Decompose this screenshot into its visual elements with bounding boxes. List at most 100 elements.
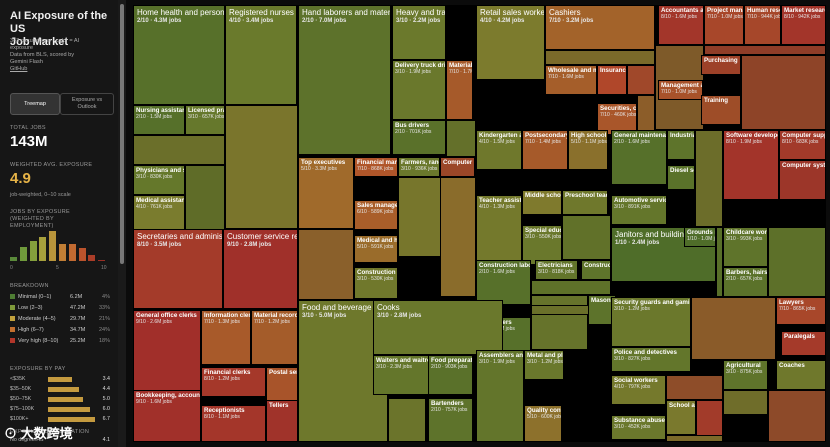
- treemap-cell[interactable]: Metal and plastic3/10 · 1.2M jobs: [524, 350, 564, 380]
- treemap-cell[interactable]: Delivery truck drivers3/10 · 1.9M jobs: [392, 60, 446, 120]
- treemap-cell[interactable]: Sales managers6/10 · 589K jobs: [354, 200, 398, 230]
- treemap-cell[interactable]: Hand laborers and material movers2/10 · …: [298, 5, 391, 155]
- treemap-cell[interactable]: Teacher assistants4/10 · 1.3M jobs: [476, 195, 522, 265]
- treemap-filler-cell[interactable]: [562, 215, 611, 260]
- treemap-filler-cell[interactable]: [691, 297, 776, 360]
- treemap-filler-cell[interactable]: [741, 55, 826, 130]
- histogram-bar[interactable]: [88, 255, 96, 261]
- treemap-cell[interactable]: Kindergarten and elementary4/10 · 1.5M j…: [476, 130, 522, 170]
- histogram-bar[interactable]: [78, 247, 86, 261]
- histogram-bar[interactable]: [29, 240, 37, 261]
- treemap-cell[interactable]: Project management7/10 · 1.0M jobs: [704, 5, 744, 45]
- treemap-filler-cell[interactable]: [768, 390, 826, 442]
- treemap-cell[interactable]: Childcare workers3/10 · 993K jobs: [723, 227, 768, 267]
- treemap-cell[interactable]: Coaches: [776, 360, 826, 390]
- histogram-bar[interactable]: [19, 247, 27, 261]
- treemap-cell[interactable]: General maintenance2/10 · 1.6M jobs: [611, 130, 667, 185]
- treemap-filler-cell[interactable]: [695, 130, 723, 227]
- treemap-cell[interactable]: Cooks 3/10 · 2.8M jobs: [373, 300, 503, 355]
- treemap-filler-cell[interactable]: [666, 375, 723, 400]
- treemap-filler-cell[interactable]: [133, 135, 225, 165]
- treemap-cell[interactable]: Food preparation2/10 · 903K jobs: [428, 355, 473, 395]
- treemap-cell[interactable]: High school teachers5/10 · 1.1M jobs: [568, 130, 608, 170]
- treemap-filler-cell[interactable]: [531, 280, 611, 295]
- treemap-filler-cell[interactable]: [666, 435, 723, 442]
- treemap-cell[interactable]: Training: [701, 95, 741, 125]
- treemap-cell[interactable]: Industrial: [667, 130, 695, 160]
- github-link[interactable]: GitHub: [10, 66, 28, 72]
- treemap-cell[interactable]: Tellers: [266, 400, 298, 442]
- treemap-cell[interactable]: Electricians 3/10 · 818K jobs: [535, 260, 578, 280]
- treemap-filler-cell[interactable]: [768, 227, 826, 297]
- treemap-filler-cell[interactable]: [531, 295, 588, 350]
- treemap-cell[interactable]: Grounds maintenance1/10 · 1.0M jobs: [684, 227, 716, 247]
- treemap-filler-cell[interactable]: [440, 177, 476, 297]
- treemap-cell[interactable]: Human resources7/10 · 944K jobs: [744, 5, 781, 45]
- treemap-filler-cell[interactable]: [637, 95, 655, 135]
- treemap-cell[interactable]: Barbers, hairstylists2/10 · 657K jobs: [723, 267, 768, 297]
- treemap-cell[interactable]: Agricultural 3/10 · 875K jobs: [723, 360, 768, 390]
- treemap-cell[interactable]: Medical assistants4/10 · 761K jobs: [133, 195, 185, 230]
- treemap-cell[interactable]: Market research8/10 · 942K jobs: [781, 5, 826, 45]
- treemap-cell[interactable]: Top executives 5/10 · 3.3M jobs: [298, 157, 354, 229]
- treemap-cell[interactable]: Physicians and surgeons3/10 · 830K jobs: [133, 165, 185, 195]
- treemap-cell[interactable]: Police and detectives 3/10 · 827K jobs: [611, 347, 691, 372]
- scrollbar-thumb[interactable]: [120, 4, 124, 264]
- histogram-bar[interactable]: [49, 231, 57, 261]
- exposure-outlook-view-button[interactable]: Exposure vs Outlook: [60, 93, 114, 115]
- treemap-filler-cell[interactable]: [545, 50, 655, 65]
- treemap-cell[interactable]: Secretaries and administrative assistant…: [133, 229, 223, 309]
- histogram-bar[interactable]: [10, 256, 17, 261]
- treemap-cell[interactable]: Computer systems: [779, 160, 826, 200]
- treemap-cell[interactable]: Receptionists 8/10 · 1.1M jobs: [201, 405, 266, 442]
- treemap-cell[interactable]: Customer service representatives9/10 · 2…: [223, 229, 298, 309]
- treemap-cell[interactable]: Cashiers 7/10 · 3.2M jobs: [545, 5, 655, 50]
- histogram-bar[interactable]: [39, 237, 47, 261]
- treemap-filler-cell[interactable]: [716, 227, 723, 297]
- treemap-cell[interactable]: Insurance: [597, 65, 627, 95]
- treemap-cell[interactable]: Home health and personal care aides2/10 …: [133, 5, 225, 105]
- treemap-cell[interactable]: Financial clerks 8/10 · 1.2M jobs: [201, 367, 266, 397]
- treemap-view-button[interactable]: Treemap: [10, 93, 60, 115]
- treemap-filler-cell[interactable]: [704, 45, 826, 55]
- treemap-cell[interactable]: Retail sales workers 4/10 · 4.2M jobs: [476, 5, 545, 80]
- histogram-bar[interactable]: [59, 243, 66, 261]
- treemap-cell[interactable]: Purchasing: [701, 55, 741, 75]
- treemap-cell[interactable]: Preschool teachers: [562, 190, 608, 215]
- treemap-cell[interactable]: Computer support8/10 · 683K jobs: [779, 130, 826, 160]
- treemap-cell[interactable]: Paralegals: [781, 331, 826, 356]
- treemap-cell[interactable]: Quality control5/10 · 600K jobs: [524, 405, 562, 442]
- treemap-cell[interactable]: Material recording clerks7/10 · 1.7M job…: [446, 60, 473, 120]
- treemap-cell[interactable]: Farmers, ranchers3/10 · 936K jobs: [398, 157, 440, 177]
- treemap-filler-cell[interactable]: [723, 390, 768, 415]
- treemap-filler-cell[interactable]: [446, 120, 476, 157]
- treemap-cell[interactable]: Software developers8/10 · 1.9M jobs: [723, 130, 779, 200]
- treemap-cell[interactable]: Automotive service technicians3/10 · 891…: [611, 195, 667, 225]
- histogram-bar[interactable]: [98, 259, 106, 261]
- treemap-cell[interactable]: Construction: [581, 260, 611, 280]
- treemap-cell[interactable]: Substance abuse 3/10 · 452K jobs: [611, 415, 666, 440]
- treemap-cell[interactable]: Computer: [440, 157, 475, 177]
- treemap-filler-cell[interactable]: [225, 105, 298, 229]
- treemap-cell[interactable]: Wholesale and manufacturing sales7/10 · …: [545, 65, 597, 95]
- treemap-filler-cell[interactable]: [388, 398, 426, 442]
- treemap-filler-cell[interactable]: [298, 229, 354, 300]
- treemap-cell[interactable]: Material recording7/10 · 1.2M jobs: [251, 310, 298, 365]
- treemap-filler-cell[interactable]: [185, 165, 225, 230]
- treemap-cell[interactable]: Bus drivers 2/10 · 701K jobs: [392, 120, 446, 155]
- treemap-cell[interactable]: Registered nurses 4/10 · 3.4M jobs: [225, 5, 297, 105]
- treemap-filler-cell[interactable]: [627, 65, 655, 95]
- treemap-cell[interactable]: Special education3/10 · 550K jobs: [522, 225, 562, 265]
- treemap-cell[interactable]: Postsecondary teachers7/10 · 1.4M jobs: [522, 130, 568, 170]
- treemap-cell[interactable]: Lawyers 7/10 · 865K jobs: [776, 297, 826, 325]
- treemap-cell[interactable]: Financial managers7/10 · 868K jobs: [354, 157, 398, 177]
- treemap-cell[interactable]: Construction managers3/10 · 530K jobs: [354, 267, 398, 299]
- treemap-cell[interactable]: Medical and health services managers5/10…: [354, 235, 398, 263]
- sidebar-scrollbar[interactable]: [118, 0, 126, 447]
- treemap-cell[interactable]: Middle school: [522, 190, 562, 215]
- treemap-cell[interactable]: Heavy and tractor-trailer truck drivers3…: [392, 5, 446, 60]
- treemap-cell[interactable]: Licensed practical nurses3/10 · 657K job…: [185, 105, 225, 135]
- treemap-cell[interactable]: Bartenders 2/10 · 757K jobs: [428, 398, 473, 442]
- treemap-cell[interactable]: Security guards and gaming 3/10 · 1.2M jo…: [611, 297, 691, 347]
- treemap-cell[interactable]: Diesel service: [667, 165, 695, 190]
